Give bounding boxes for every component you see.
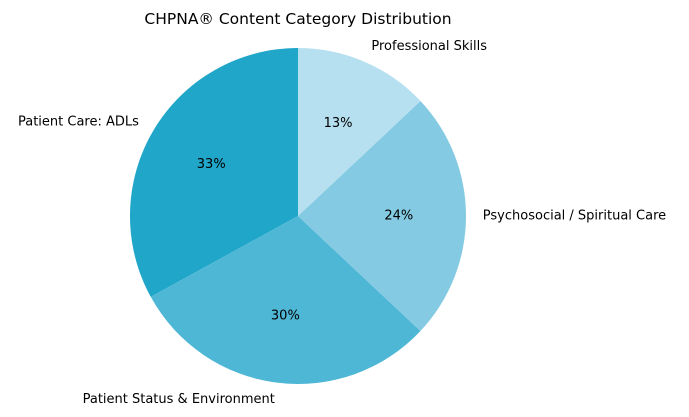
percent-label-psychosocial-spiritual-care: 24% [384,209,413,224]
percent-label-professional-skills: 13% [324,116,353,131]
slice-label-patient-care-adls: Patient Care: ADLs [18,114,139,129]
pie-slice-psychosocial-spiritual-care [298,101,466,331]
pie-slice-patient-status-environment [150,216,421,384]
slice-labels: Patient Care: ADLs Patient Status & Envir… [18,39,666,407]
slice-label-professional-skills: Professional Skills [371,39,487,54]
percent-label-patient-care-adls: 33% [197,157,226,172]
slice-label-psychosocial-spiritual-care: Psychosocial / Spiritual Care [483,209,666,224]
percent-label-patient-status-environment: 30% [271,309,300,324]
percent-labels: 33% 30% 24% 13% [197,116,413,324]
pie-slice-patient-care-adls [130,48,298,297]
pie-slices [130,48,466,384]
slice-label-patient-status-environment: Patient Status & Environment [83,392,275,407]
pie-slice-professional-skills [298,48,421,216]
chart-title: CHPNA® Content Category Distribution [144,10,451,28]
